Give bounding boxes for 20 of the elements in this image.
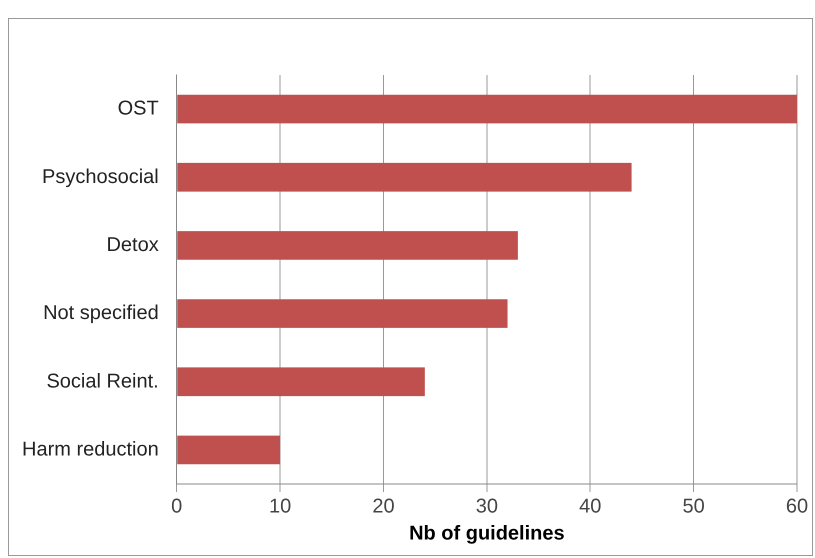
bar — [177, 299, 508, 328]
y-tick-label: Social Reint. — [46, 370, 159, 392]
y-tick-label: Harm reduction — [22, 438, 159, 460]
bar — [177, 94, 797, 124]
y-tick-label: Psychosocial — [42, 166, 159, 188]
x-tick-label: 60 — [786, 496, 808, 518]
bar — [177, 436, 280, 464]
x-tick-label: 30 — [476, 496, 498, 518]
bar — [177, 231, 518, 260]
y-tick-label: OST — [118, 98, 159, 120]
x-axis-title: Nb of guidelines — [409, 522, 565, 545]
x-tick-label: 20 — [372, 496, 395, 518]
x-tick-label: 50 — [682, 496, 705, 518]
x-tick-label: 10 — [268, 496, 292, 518]
y-tick-label: Detox — [106, 234, 159, 256]
bar — [177, 162, 632, 192]
bar — [177, 367, 425, 396]
y-tick-label: Not specified — [43, 302, 159, 324]
x-tick-label: 40 — [579, 496, 602, 518]
x-tick-label: 0 — [171, 496, 182, 518]
